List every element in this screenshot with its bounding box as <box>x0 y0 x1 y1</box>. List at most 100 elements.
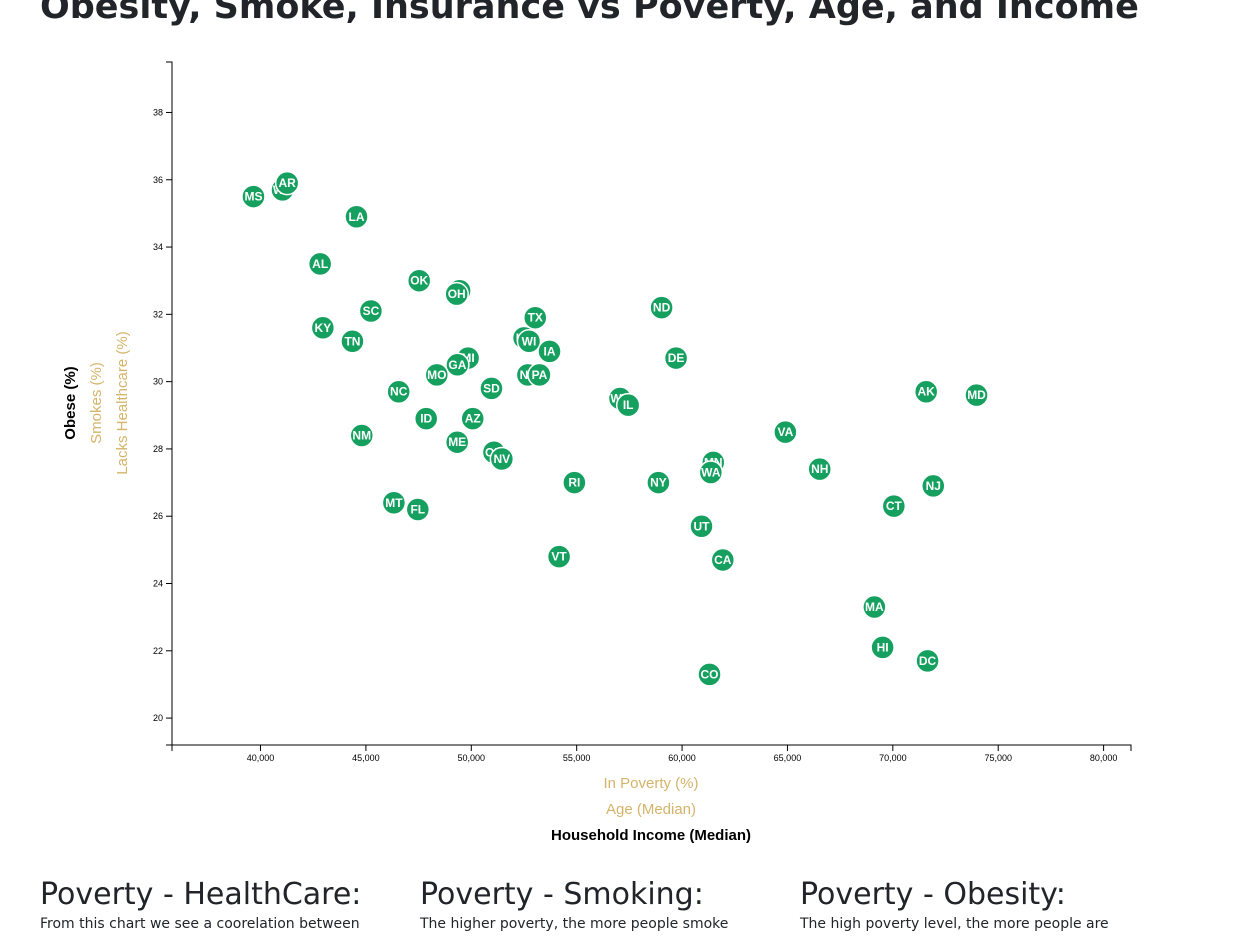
state-point-ut[interactable]: UT <box>689 514 714 539</box>
state-point-mt[interactable]: MT <box>381 490 407 516</box>
state-point-la[interactable]: LA <box>344 204 369 230</box>
state-circle[interactable] <box>615 392 641 418</box>
state-circle[interactable] <box>405 497 431 522</box>
state-label: IA <box>544 344 556 358</box>
state-circle[interactable] <box>489 446 515 472</box>
state-point-ma[interactable]: MA <box>862 594 887 620</box>
y-tick-label: 38 <box>153 107 163 117</box>
state-circle[interactable] <box>689 514 714 539</box>
state-circle[interactable] <box>445 352 470 378</box>
state-point-ia[interactable]: IA <box>537 339 562 364</box>
state-point-nj[interactable]: NJ <box>921 473 946 499</box>
state-point-hi[interactable]: HI <box>870 635 895 660</box>
state-circle[interactable] <box>964 382 989 408</box>
state-circle[interactable] <box>527 362 552 388</box>
x-axis-label[interactable]: Household Income (Median) <box>551 827 751 844</box>
state-circle[interactable] <box>406 268 432 293</box>
state-point-tx[interactable]: TX <box>523 305 548 330</box>
x-tick-label: 80,000 <box>1090 753 1118 763</box>
y-axis-label[interactable]: Obese (%) <box>62 366 79 439</box>
state-point-vt[interactable]: VT <box>546 544 572 569</box>
state-point-pa[interactable]: PA <box>527 362 552 388</box>
state-point-mo[interactable]: MO <box>424 362 450 388</box>
state-point-oh[interactable]: OH <box>444 281 469 307</box>
state-circle[interactable] <box>358 298 384 324</box>
state-circle[interactable] <box>381 490 407 516</box>
state-point-nd[interactable]: ND <box>649 295 674 320</box>
state-label: GA <box>448 358 466 372</box>
state-circle[interactable] <box>915 648 940 674</box>
state-circle[interactable] <box>663 345 689 371</box>
state-point-al[interactable]: AL <box>307 251 333 277</box>
state-circle[interactable] <box>710 547 736 573</box>
state-circle[interactable] <box>921 473 946 499</box>
state-circle[interactable] <box>444 429 470 455</box>
state-circle[interactable] <box>537 339 562 364</box>
x-tick-label: 40,000 <box>247 753 275 763</box>
state-point-wa[interactable]: WA <box>698 460 724 485</box>
state-point-nv[interactable]: NV <box>489 446 515 472</box>
state-circle[interactable] <box>344 204 369 230</box>
state-point-az[interactable]: AZ <box>460 406 485 431</box>
state-point-nc[interactable]: NC <box>386 379 411 404</box>
state-circle[interactable] <box>241 184 266 209</box>
state-point-co[interactable]: CO <box>697 662 722 687</box>
state-point-nm[interactable]: NM <box>349 423 375 448</box>
state-circle[interactable] <box>349 423 375 448</box>
state-point-md[interactable]: MD <box>964 382 989 408</box>
state-point-ms[interactable]: MS <box>241 184 266 209</box>
state-circle[interactable] <box>546 544 572 569</box>
x-axis-label[interactable]: In Poverty (%) <box>603 775 698 792</box>
state-circle[interactable] <box>523 305 548 330</box>
state-point-dc[interactable]: DC <box>915 648 940 674</box>
state-circle[interactable] <box>340 329 365 354</box>
state-point-nh[interactable]: NH <box>807 456 832 482</box>
state-point-tn[interactable]: TN <box>340 329 365 354</box>
state-point-wi[interactable]: WI <box>516 329 542 354</box>
state-circle[interactable] <box>479 376 504 401</box>
state-point-ri[interactable]: RI <box>562 470 587 495</box>
state-circle[interactable] <box>424 362 450 388</box>
state-label: DC <box>919 654 937 668</box>
x-axis-label[interactable]: Age (Median) <box>606 801 696 818</box>
state-circle[interactable] <box>274 170 300 196</box>
state-circle[interactable] <box>697 662 722 687</box>
state-circle[interactable] <box>413 406 439 431</box>
state-circle[interactable] <box>516 329 542 354</box>
state-label: KY <box>315 321 332 335</box>
state-circle[interactable] <box>646 470 671 495</box>
state-point-fl[interactable]: FL <box>405 497 431 522</box>
state-point-ok[interactable]: OK <box>406 268 432 293</box>
state-circle[interactable] <box>444 281 469 307</box>
state-point-id[interactable]: ID <box>413 406 439 431</box>
state-point-de[interactable]: DE <box>663 345 689 371</box>
state-point-ny[interactable]: NY <box>646 470 671 495</box>
y-axis-label[interactable]: Lacks Healthcare (%) <box>114 331 131 474</box>
state-circle[interactable] <box>773 419 798 445</box>
state-point-il[interactable]: IL <box>615 392 641 418</box>
state-point-ga[interactable]: GA <box>445 352 470 378</box>
state-point-me[interactable]: ME <box>444 429 470 455</box>
state-circle[interactable] <box>862 594 887 620</box>
state-circle[interactable] <box>807 456 832 482</box>
state-point-ar[interactable]: AR <box>274 170 300 196</box>
state-circle[interactable] <box>913 379 939 404</box>
state-point-ky[interactable]: KY <box>310 315 336 341</box>
state-point-sc[interactable]: SC <box>358 298 384 324</box>
state-point-ct[interactable]: CT <box>881 493 907 519</box>
state-point-ca[interactable]: CA <box>710 547 736 573</box>
state-circle[interactable] <box>310 315 336 341</box>
state-point-va[interactable]: VA <box>773 419 798 445</box>
y-axis-label[interactable]: Smokes (%) <box>88 362 105 444</box>
state-circle[interactable] <box>562 470 587 495</box>
state-circle[interactable] <box>460 406 485 431</box>
state-point-sd[interactable]: SD <box>479 376 504 401</box>
state-circle[interactable] <box>386 379 411 404</box>
state-circle[interactable] <box>881 493 907 519</box>
state-circle[interactable] <box>698 460 724 485</box>
state-circle[interactable] <box>649 295 674 320</box>
state-label: AK <box>918 385 936 399</box>
state-circle[interactable] <box>307 251 333 277</box>
state-circle[interactable] <box>870 635 895 660</box>
state-point-ak[interactable]: AK <box>913 379 939 404</box>
